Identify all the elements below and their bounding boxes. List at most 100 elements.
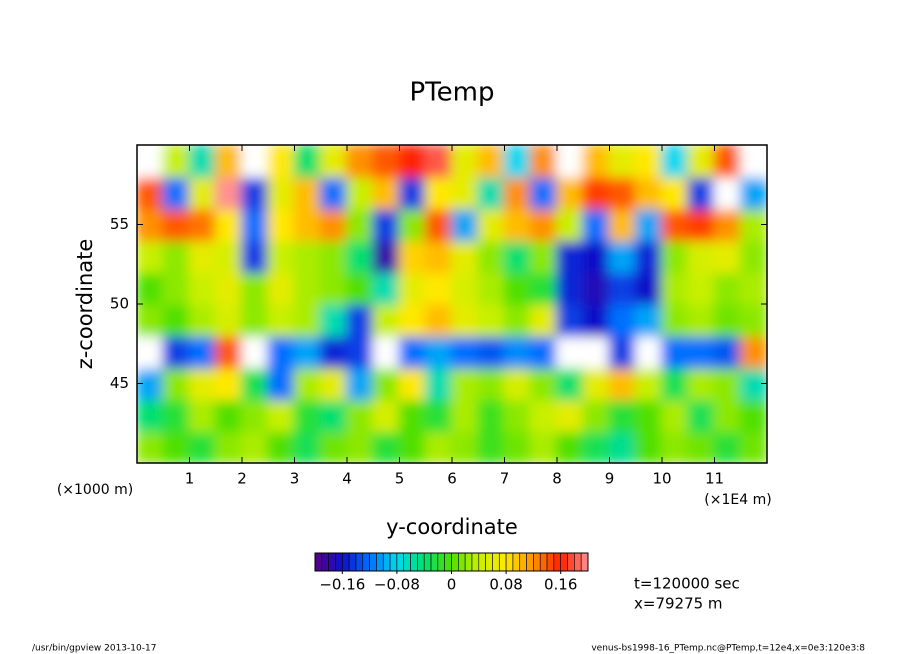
cell bbox=[529, 175, 558, 210]
cell bbox=[241, 430, 270, 463]
cell bbox=[398, 303, 427, 337]
cell bbox=[608, 207, 637, 242]
cell bbox=[188, 207, 217, 242]
cell bbox=[529, 398, 558, 433]
cell bbox=[267, 239, 296, 274]
cell bbox=[477, 175, 506, 210]
cell bbox=[739, 334, 767, 369]
cell bbox=[398, 207, 427, 242]
cell bbox=[608, 239, 637, 274]
cell bbox=[529, 366, 558, 401]
colorbar-swatch bbox=[423, 552, 432, 572]
cell bbox=[477, 145, 506, 178]
cell bbox=[608, 398, 637, 433]
cell bbox=[398, 430, 427, 463]
x-tick-label: 3 bbox=[290, 470, 300, 488]
colorbar-swatch bbox=[505, 552, 514, 572]
cell bbox=[398, 145, 427, 178]
cell bbox=[188, 303, 217, 337]
cell bbox=[503, 334, 532, 369]
cell bbox=[582, 430, 611, 463]
cell bbox=[713, 366, 742, 401]
cell bbox=[556, 366, 585, 401]
colorbar-swatch bbox=[321, 552, 329, 572]
cell bbox=[424, 175, 453, 210]
colorbar-swatch bbox=[396, 552, 405, 572]
cell bbox=[687, 334, 716, 369]
cell bbox=[319, 303, 348, 337]
cell bbox=[608, 271, 637, 305]
cell bbox=[739, 430, 767, 463]
cell bbox=[267, 430, 296, 463]
cell bbox=[372, 303, 401, 337]
cell bbox=[137, 430, 165, 463]
cell bbox=[346, 303, 375, 337]
cell bbox=[372, 334, 401, 369]
cell bbox=[372, 145, 401, 178]
cell bbox=[477, 239, 506, 274]
cell bbox=[188, 334, 217, 369]
cell bbox=[293, 175, 322, 210]
footer-right: venus-bs1998-16_PTemp.nc@PTemp,t=12e4,x=… bbox=[591, 644, 865, 654]
cell bbox=[687, 366, 716, 401]
cell bbox=[424, 303, 453, 337]
cell bbox=[424, 207, 453, 242]
cell bbox=[137, 303, 165, 337]
cell bbox=[451, 303, 480, 337]
cell bbox=[556, 303, 585, 337]
cell bbox=[529, 303, 558, 337]
cell bbox=[214, 207, 243, 242]
cell bbox=[214, 303, 243, 337]
cell bbox=[188, 430, 217, 463]
cell bbox=[319, 207, 348, 242]
cell bbox=[503, 430, 532, 463]
colorbar-swatch bbox=[567, 552, 575, 572]
colorbar-swatch bbox=[492, 552, 500, 572]
cell bbox=[137, 239, 165, 274]
colorbar-swatch bbox=[328, 552, 336, 572]
x-tick-label: 8 bbox=[552, 470, 562, 488]
cell bbox=[608, 334, 637, 369]
cell bbox=[582, 271, 611, 305]
cell bbox=[188, 271, 217, 305]
colorbar-swatch bbox=[512, 552, 521, 572]
cell bbox=[477, 207, 506, 242]
cell bbox=[582, 334, 611, 369]
cell bbox=[451, 334, 480, 369]
cell bbox=[739, 303, 767, 337]
cell bbox=[346, 398, 375, 433]
cell bbox=[267, 207, 296, 242]
cell bbox=[713, 430, 742, 463]
cell bbox=[293, 303, 322, 337]
colorbar-swatch bbox=[403, 552, 411, 572]
cell bbox=[214, 145, 243, 178]
cell bbox=[214, 271, 243, 305]
cell bbox=[137, 145, 165, 178]
cell bbox=[529, 145, 558, 178]
colorbar-swatch bbox=[314, 552, 323, 572]
cell bbox=[372, 207, 401, 242]
colorbar-swatch bbox=[574, 552, 582, 572]
cell bbox=[346, 271, 375, 305]
cell bbox=[346, 366, 375, 401]
cell bbox=[713, 303, 742, 337]
cell bbox=[687, 303, 716, 337]
cell bbox=[214, 175, 243, 210]
cell bbox=[319, 430, 348, 463]
cell bbox=[713, 271, 742, 305]
cell bbox=[241, 334, 270, 369]
colorbar-swatch bbox=[362, 552, 370, 572]
cell bbox=[503, 398, 532, 433]
cell bbox=[608, 303, 637, 337]
cell bbox=[739, 145, 767, 178]
cell bbox=[713, 175, 742, 210]
colorbar-swatch bbox=[437, 552, 445, 572]
cell bbox=[319, 271, 348, 305]
cell bbox=[582, 239, 611, 274]
cell bbox=[162, 175, 191, 210]
cell bbox=[424, 271, 453, 305]
cell bbox=[451, 430, 480, 463]
cell bbox=[634, 398, 663, 433]
cell bbox=[293, 366, 322, 401]
cell bbox=[713, 239, 742, 274]
